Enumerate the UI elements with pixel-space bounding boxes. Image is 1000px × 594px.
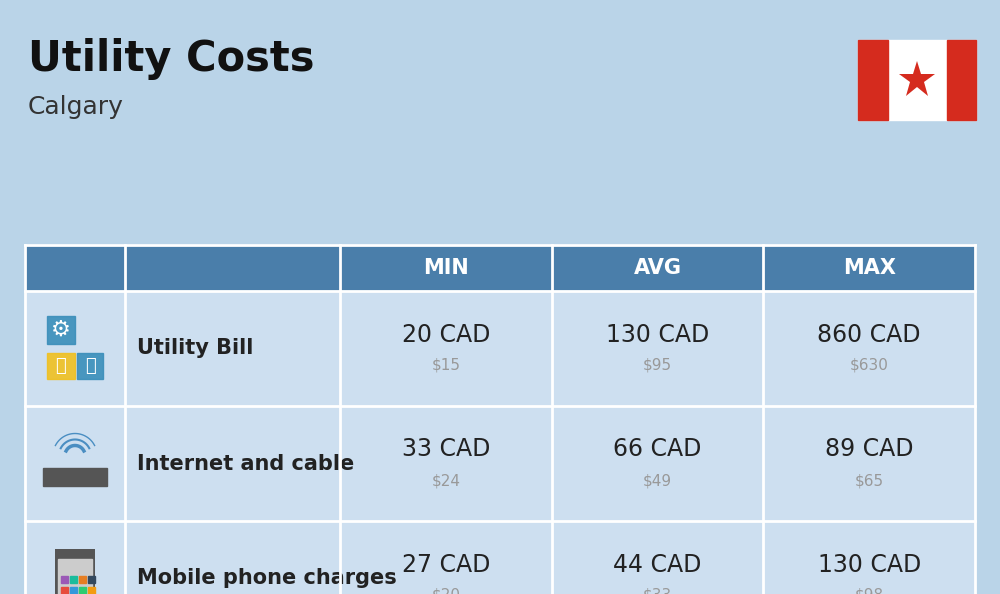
Bar	[70, 586, 77, 593]
Text: 💧: 💧	[85, 356, 95, 374]
Bar	[25, 406, 975, 521]
Bar	[77, 352, 103, 378]
Text: 44 CAD: 44 CAD	[613, 552, 702, 577]
Bar	[88, 586, 95, 593]
Bar	[79, 576, 86, 583]
Text: $98: $98	[855, 588, 884, 594]
Text: 89 CAD: 89 CAD	[825, 438, 913, 462]
Text: 66 CAD: 66 CAD	[613, 438, 702, 462]
Bar	[55, 548, 95, 594]
Bar	[858, 40, 888, 120]
Bar	[58, 558, 92, 594]
Text: $15: $15	[431, 358, 460, 373]
Bar	[25, 245, 975, 291]
Text: $65: $65	[855, 473, 884, 488]
Bar	[47, 352, 75, 378]
Text: $95: $95	[643, 358, 672, 373]
Text: 27 CAD: 27 CAD	[402, 552, 490, 577]
Bar	[858, 40, 976, 120]
Text: 20 CAD: 20 CAD	[402, 323, 490, 346]
Text: Utility Bill: Utility Bill	[137, 339, 253, 359]
Text: $630: $630	[850, 358, 889, 373]
Bar	[88, 576, 95, 583]
Bar	[79, 586, 86, 593]
Text: 33 CAD: 33 CAD	[402, 438, 490, 462]
Text: $33: $33	[643, 588, 672, 594]
Bar	[47, 315, 75, 343]
Text: $20: $20	[431, 588, 460, 594]
Text: AVG: AVG	[634, 258, 682, 278]
Bar	[61, 586, 68, 593]
Text: Internet and cable: Internet and cable	[137, 453, 354, 473]
Text: Mobile phone charges: Mobile phone charges	[137, 568, 397, 589]
Text: 860 CAD: 860 CAD	[817, 323, 921, 346]
Text: $24: $24	[431, 473, 460, 488]
Text: MIN: MIN	[423, 258, 469, 278]
Bar	[946, 40, 976, 120]
Text: Calgary: Calgary	[28, 95, 124, 119]
Text: $49: $49	[643, 473, 672, 488]
Bar	[25, 521, 975, 594]
Bar	[43, 467, 107, 485]
Text: 130 CAD: 130 CAD	[606, 323, 709, 346]
Text: ⚙: ⚙	[51, 320, 71, 340]
Bar	[25, 291, 975, 406]
Bar	[61, 576, 68, 583]
Text: 🔌: 🔌	[56, 356, 66, 374]
Bar	[70, 576, 77, 583]
Text: 130 CAD: 130 CAD	[818, 552, 921, 577]
Text: Utility Costs: Utility Costs	[28, 38, 314, 80]
Text: MAX: MAX	[843, 258, 896, 278]
